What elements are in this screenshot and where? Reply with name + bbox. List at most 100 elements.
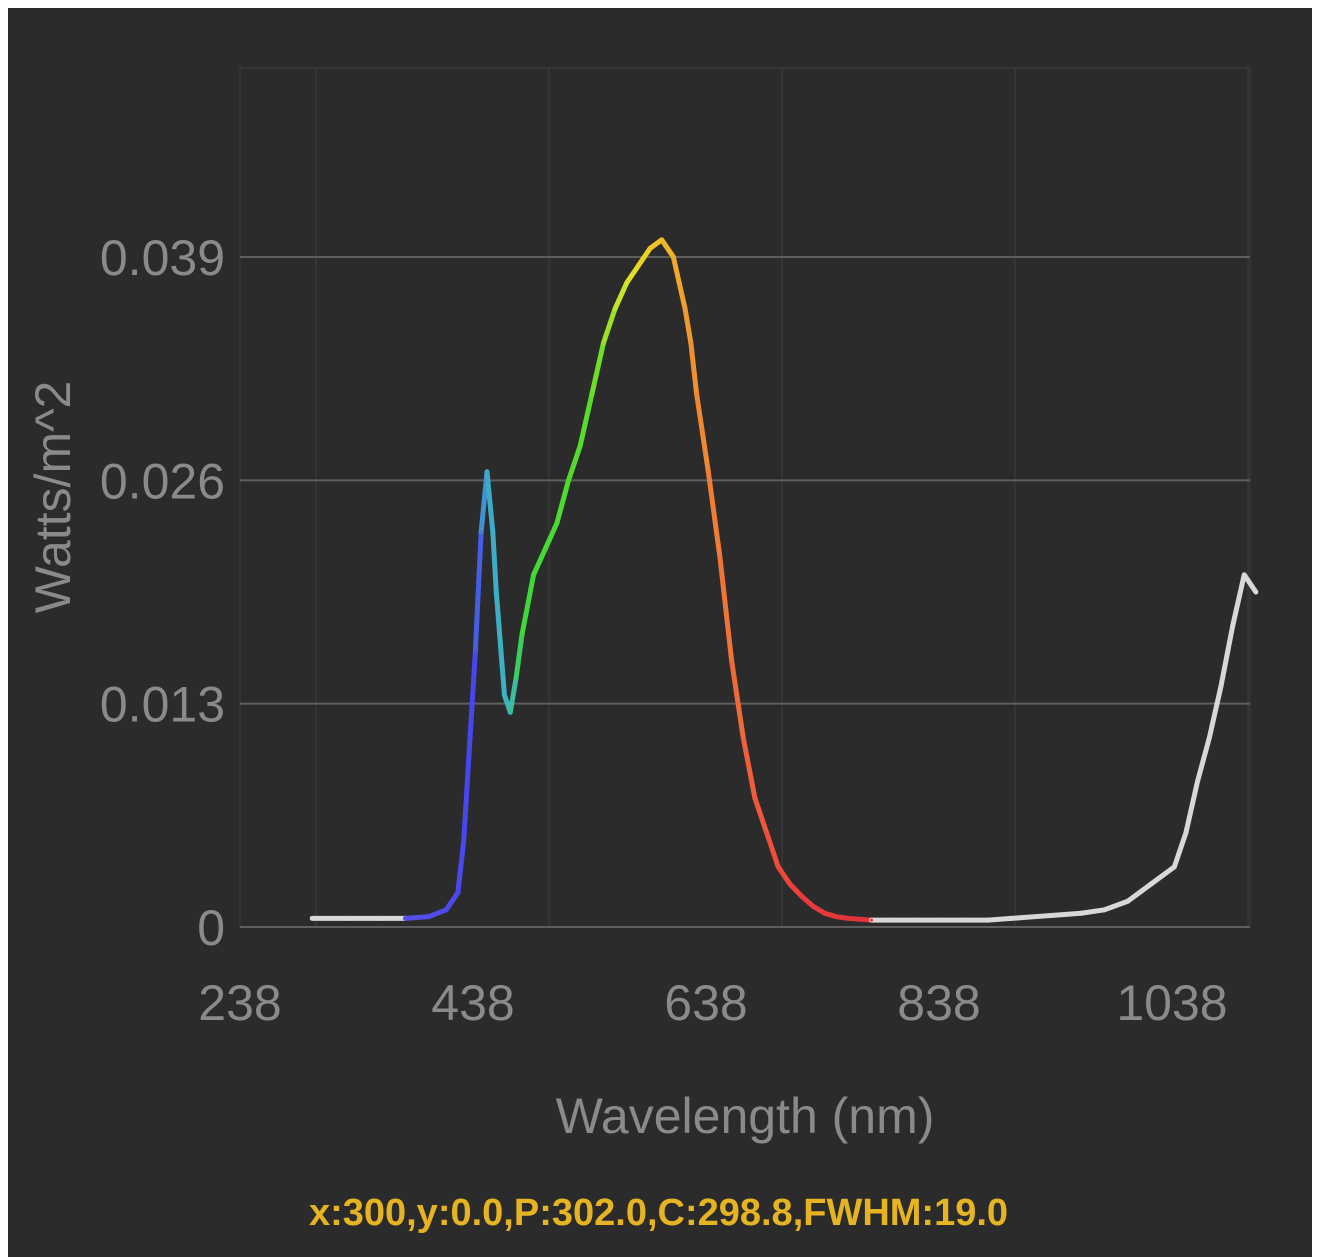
data-point [1196, 779, 1200, 783]
spectrum-segment [740, 735, 758, 801]
spectrum-segment [493, 589, 507, 698]
data-point [811, 904, 815, 908]
spectrum-segment [682, 306, 694, 346]
spectrum-segment [542, 520, 560, 552]
spectrum-segment [566, 443, 583, 483]
y-tick-label: 0.013 [100, 677, 225, 733]
data-point [1207, 736, 1211, 740]
data-point [846, 916, 850, 920]
data-point [491, 530, 495, 534]
spectrum-segment [426, 907, 449, 920]
spectrum-segment [1032, 912, 1061, 920]
spectrum-segment [1241, 572, 1259, 595]
data-point [1254, 590, 1258, 594]
spectrum-segment [1148, 864, 1177, 887]
data-point [788, 882, 792, 886]
spectrum-segment [490, 529, 499, 595]
spectrum-segment [985, 915, 1014, 923]
spectrum-segment [554, 477, 572, 526]
spectrum-segment [531, 546, 548, 578]
y-tick-label: 0.039 [100, 230, 225, 286]
spectrum-segment [1183, 778, 1201, 836]
data-point [660, 238, 664, 242]
y-axis-ticks: 0 0.013 0.026 0.039 [100, 230, 225, 956]
spectrum-segment [845, 915, 874, 923]
spectrum-segment [1078, 907, 1107, 916]
spectrum-segment [676, 280, 688, 312]
y-tick-label: 0.026 [100, 453, 225, 509]
data-point [1056, 913, 1060, 917]
spectrum-segment [1218, 623, 1236, 689]
x-axis-label: Wavelength (nm) [556, 1088, 935, 1144]
spectrum-segment [600, 306, 618, 346]
spectrum-segment [659, 237, 676, 260]
spectrum-segment [688, 340, 700, 397]
spectrum-segment [775, 864, 793, 887]
data-point [671, 255, 675, 259]
data-point [555, 521, 559, 525]
spectrum-segment [455, 838, 467, 896]
spectrum-chart[interactable]: 0 0.013 0.026 0.039 238 438 638 838 1038 Watts/… [0, 0, 1317, 1190]
spectrum-segment [764, 830, 781, 870]
data-point [916, 918, 920, 922]
data-point [310, 916, 314, 920]
spectrum-segment [612, 280, 630, 312]
data-point [590, 392, 594, 396]
data-point [823, 911, 827, 915]
data-point [730, 659, 734, 663]
data-point [1009, 916, 1013, 920]
data-point [508, 710, 512, 714]
data-point [648, 246, 652, 250]
data-point [1102, 908, 1106, 912]
vertical-grid [239, 67, 1251, 927]
data-point [345, 916, 349, 920]
data-point [869, 918, 873, 922]
data-point [479, 530, 483, 534]
data-point [963, 918, 967, 922]
cursor-readout: x:300,y:0.0,P:302.0,C:298.8,FWHM:19.0 [308, 1192, 1009, 1234]
data-point [1149, 882, 1153, 886]
data-point [1033, 915, 1037, 919]
data-point [427, 915, 431, 919]
data-point [578, 444, 582, 448]
data-point [741, 736, 745, 740]
spectrum-segment [717, 555, 735, 664]
spectrum-segment [635, 245, 653, 269]
data-point [625, 281, 629, 285]
x-tick-label: 438 [431, 975, 514, 1031]
spectrum-segment [577, 391, 595, 449]
data-point [893, 918, 897, 922]
data-point [613, 307, 617, 311]
x-axis-ticks: 238 438 638 838 1038 [198, 975, 1227, 1031]
data-point [1219, 684, 1223, 688]
data-point [473, 650, 477, 654]
spectrum-segment [519, 572, 537, 638]
x-tick-label: 838 [897, 975, 980, 1031]
spectrum-segment [1101, 898, 1131, 913]
spectrum-segment [729, 658, 746, 741]
data-point [456, 891, 460, 895]
data-point [636, 264, 640, 268]
data-point [1242, 573, 1246, 577]
spectrum-segment [1125, 881, 1154, 904]
data-point [753, 796, 757, 800]
spectrum-segment [472, 529, 484, 655]
spectrum-segment [443, 890, 461, 913]
spectrum-segment [624, 263, 641, 286]
data-point [1231, 624, 1235, 628]
data-point [485, 470, 489, 474]
data-point [532, 573, 536, 577]
x-tick-label: 238 [198, 975, 281, 1031]
data-point [834, 915, 838, 919]
spectrum-segment [752, 795, 770, 836]
spectrum-segment [402, 914, 432, 921]
spectrum-series[interactable] [309, 237, 1259, 923]
horizontal-grid [240, 256, 1250, 928]
data-point [986, 918, 990, 922]
spectrum-segment [787, 881, 805, 899]
spectrum-segment [589, 340, 606, 397]
data-point [494, 590, 498, 594]
chart-panel [8, 8, 1312, 1257]
spectrum-segment [1055, 910, 1084, 918]
data-point [689, 341, 693, 345]
